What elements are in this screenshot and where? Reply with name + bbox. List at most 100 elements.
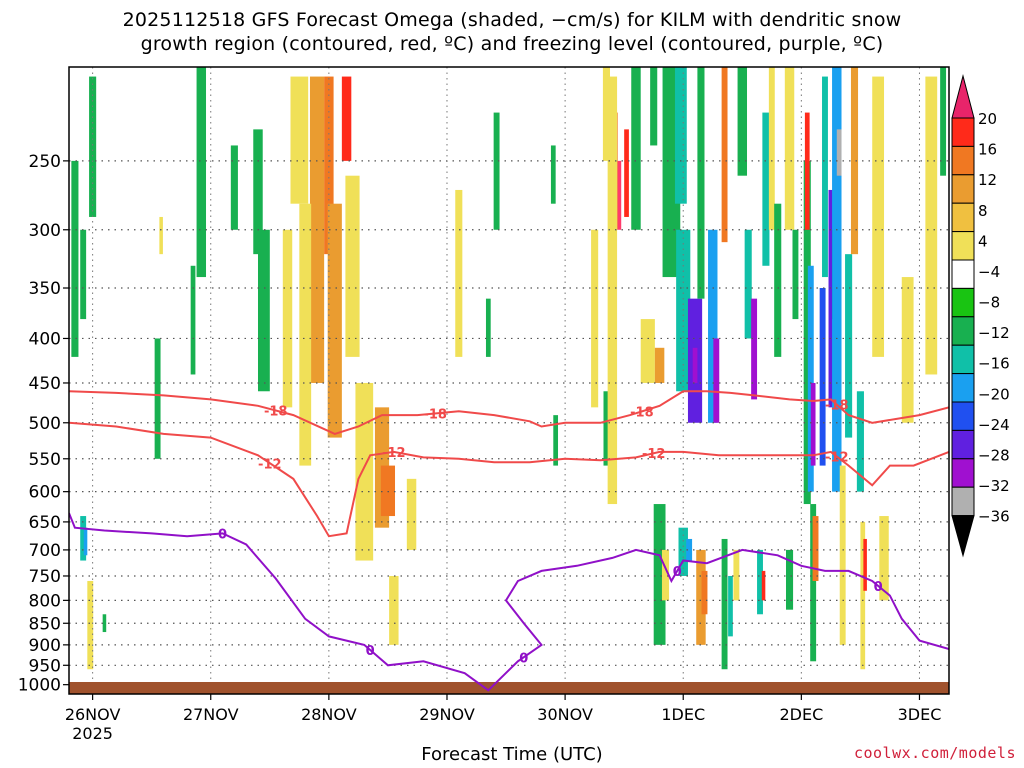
omega-cell-42 — [654, 347, 665, 383]
y-tick-label-250: 250 — [29, 152, 61, 172]
omega-cell-1 — [80, 229, 87, 320]
omega-cell-77 — [812, 516, 819, 581]
omega-cell-28 — [485, 298, 491, 357]
colorbar-label-6: −8 — [978, 294, 1000, 312]
chart-title-line-2: growth region (contoured, red, ºC) and f… — [140, 33, 884, 55]
omega-cell-94 — [940, 67, 947, 176]
x-tick-label-5: 1DEC — [661, 705, 705, 724]
contour-label-0: 0 — [519, 651, 528, 666]
omega-cell-17 — [341, 76, 352, 161]
omega-cell-73 — [804, 112, 810, 230]
omega-cell-6 — [102, 614, 107, 633]
omega-cell-88 — [860, 521, 866, 670]
colorbar-box-2 — [951, 174, 975, 204]
omega-cell-25 — [406, 478, 417, 550]
colorbar-box-12 — [951, 458, 975, 488]
omega-cell-19 — [327, 203, 342, 438]
x-tick-label-4: 30NOV — [537, 705, 593, 724]
omega-cell-27 — [455, 189, 463, 357]
omega-cell-40 — [650, 67, 658, 146]
contour-label-0: 0 — [366, 644, 375, 659]
y-tick-label-950: 950 — [29, 656, 61, 676]
y-tick-label-350: 350 — [29, 279, 61, 299]
y-tick-label-700: 700 — [29, 541, 61, 561]
contour-label--12: -12 — [382, 446, 406, 461]
x-tick-label-0: 26NOV — [65, 705, 121, 724]
omega-cell-61 — [737, 67, 748, 176]
omega-cell-29 — [493, 112, 500, 230]
omega-cell-44 — [661, 549, 670, 601]
y-tick-label-900: 900 — [29, 636, 61, 656]
colorbar-box-11 — [951, 429, 975, 460]
omega-cell-10 — [196, 67, 207, 278]
contour-label--18: -18 — [630, 405, 654, 420]
omega-cell-9 — [190, 265, 196, 375]
omega-cell-22 — [355, 382, 374, 561]
x-tick-label-3: 29NOV — [419, 705, 475, 724]
omega-cell-2 — [89, 76, 97, 217]
colorbar-box-4 — [951, 231, 975, 261]
omega-cell-30 — [550, 145, 556, 204]
colorbar-box-5 — [951, 259, 975, 289]
omega-cell-7 — [154, 338, 161, 459]
credit-text: coolwx.com/models — [853, 744, 1016, 762]
y-tick-label-850: 850 — [29, 614, 61, 634]
y-tick-label-450: 450 — [29, 374, 61, 394]
colorbar-box-1 — [951, 145, 975, 176]
contour-label-0: 0 — [673, 565, 682, 580]
contour-label--12: -12 — [258, 457, 282, 472]
x-axis-label: Forecast Time (UTC) — [421, 744, 603, 765]
colorbar-bottom-arrow — [951, 515, 975, 558]
colorbar-label-2: 12 — [978, 171, 997, 189]
colorbar-label-12: −32 — [978, 477, 1010, 495]
omega-cell-90 — [872, 76, 885, 357]
omega-cell-70 — [785, 549, 794, 610]
omega-cell-18 — [299, 203, 312, 466]
omega-cell-36 — [624, 129, 629, 217]
omega-cell-56 — [713, 338, 720, 423]
omega-cell-16 — [324, 76, 334, 255]
omega-cell-11 — [230, 145, 238, 230]
chart-title-line-1: 2025112518 GFS Forecast Omega (shaded, −… — [122, 9, 902, 31]
x-tick-sublabel-0: 2025 — [72, 724, 113, 743]
omega-cell-76 — [810, 504, 817, 662]
omega-cell-5 — [87, 580, 94, 670]
y-tick-label-400: 400 — [29, 329, 61, 349]
x-tick-label-7: 3DEC — [898, 705, 942, 724]
omega-cell-78 — [819, 288, 826, 466]
omega-cell-74 — [807, 265, 814, 492]
colorbar-label-11: −28 — [978, 446, 1010, 464]
omega-cell-46 — [674, 67, 687, 204]
plot-frame — [68, 66, 950, 695]
omega-cell-4 — [83, 527, 88, 556]
omega-cell-50 — [697, 67, 705, 299]
y-tick-label-500: 500 — [29, 414, 61, 434]
contour-lines: -18 -18 -18 -18 -12 -12 -12 -12 0 0 0 0 0 — [69, 390, 949, 692]
omega-cell-12 — [253, 129, 263, 255]
colorbar-label-13: −36 — [978, 508, 1010, 526]
y-tick-label-550: 550 — [29, 450, 61, 470]
colorbar-top-arrow — [951, 74, 975, 119]
colorbar-box-7 — [951, 316, 975, 346]
colorbar-label-10: −24 — [978, 416, 1010, 434]
contour-label--18: -18 — [825, 399, 849, 414]
omega-cell-14 — [290, 76, 309, 204]
omega-cell-32 — [591, 229, 599, 408]
omega-cell-8 — [159, 216, 163, 255]
contour-label-0: 0 — [874, 580, 883, 595]
y-tick-label-750: 750 — [29, 567, 61, 587]
colorbar-label-0: 20 — [978, 110, 997, 128]
omega-cell-35 — [617, 160, 622, 230]
omega-cell-26 — [389, 575, 399, 645]
omega-cell-47 — [676, 229, 691, 392]
y-tick-label-1000: 1000 — [18, 676, 61, 696]
contour-line-0 — [69, 512, 949, 692]
omega-cell-85 — [845, 254, 853, 438]
omega-cell-62 — [744, 229, 752, 339]
colorbar-label-5: −4 — [978, 263, 1000, 281]
omega-cell-72 — [803, 160, 811, 505]
x-tick-label-2: 28NOV — [301, 705, 357, 724]
omega-cell-67 — [768, 67, 775, 230]
omega-cell-39 — [631, 67, 641, 230]
contour-label-0: 0 — [218, 527, 227, 542]
